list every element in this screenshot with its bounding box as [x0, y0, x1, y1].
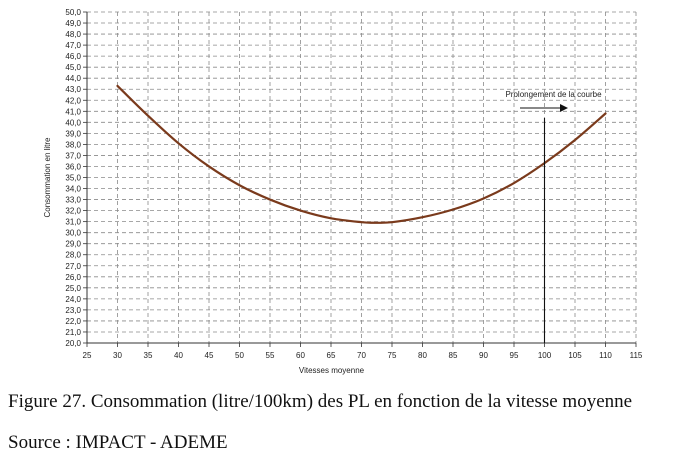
y-tick-label: 40,0 [65, 118, 81, 127]
x-tick-label: 55 [266, 351, 275, 360]
y-tick-label: 21,0 [65, 328, 81, 337]
x-tick-label: 40 [174, 351, 183, 360]
y-tick-label: 45,0 [65, 63, 81, 72]
x-tick-label: 90 [479, 351, 488, 360]
y-tick-label: 47,0 [65, 41, 81, 50]
y-axis-title: Consommation en litre [43, 137, 52, 218]
y-tick-label: 33,0 [65, 196, 81, 205]
axes [83, 11, 637, 347]
y-tick-label: 39,0 [65, 129, 81, 138]
x-tick-label: 25 [83, 351, 92, 360]
y-tick-label: 24,0 [65, 295, 81, 304]
y-tick-label: 36,0 [65, 162, 81, 171]
y-tick-label: 35,0 [65, 174, 81, 183]
x-tick-label: 105 [568, 351, 582, 360]
x-tick-label: 30 [113, 351, 122, 360]
x-tick-label: 100 [538, 351, 552, 360]
y-tick-labels: 20,0 21,0 22,0 23,0 24,0 25,0 26,0 27,0 28,0 29,0… [65, 8, 81, 348]
x-tick-label: 115 [630, 351, 643, 360]
y-tick-label: 20,0 [65, 339, 81, 348]
y-tick-label: 42,0 [65, 96, 81, 105]
chart: 25 30 35 40 45 50 55 60 65 70 75 80 85 90 95 100 105 110 1… [43, 8, 643, 375]
y-tick-label: 32,0 [65, 207, 81, 216]
source-line: Source : IMPACT - ADEME [8, 432, 228, 453]
y-tick-label: 34,0 [65, 185, 81, 194]
annotation-label: Prolongement de la courbe [505, 90, 602, 99]
x-tick-label: 70 [357, 351, 366, 360]
x-tick-label: 60 [296, 351, 305, 360]
x-tick-label: 65 [327, 351, 336, 360]
x-tick-label: 45 [205, 351, 214, 360]
y-tick-label: 27,0 [65, 262, 81, 271]
y-tick-label: 37,0 [65, 151, 81, 160]
x-tick-label: 35 [144, 351, 153, 360]
y-tick-label: 30,0 [65, 229, 81, 238]
series-line-0 [116, 84, 607, 224]
x-axis-title: Vitesses moyenne [299, 366, 365, 375]
x-tick-label: 75 [388, 351, 397, 360]
y-tick-label: 23,0 [65, 306, 81, 315]
y-tick-label: 26,0 [65, 273, 81, 282]
y-tick-label: 49,0 [65, 19, 81, 28]
y-tick-label: 48,0 [65, 30, 81, 39]
series-layer [116, 84, 607, 224]
x-tick-labels: 25 30 35 40 45 50 55 60 65 70 75 80 85 90 95 100 105 110 1… [83, 351, 643, 360]
y-tick-label: 25,0 [65, 284, 81, 293]
y-tick-label: 38,0 [65, 140, 81, 149]
y-tick-label: 46,0 [65, 52, 81, 61]
y-tick-label: 43,0 [65, 85, 81, 94]
x-tick-label: 80 [418, 351, 427, 360]
x-tick-label: 110 [599, 351, 612, 360]
y-tick-label: 29,0 [65, 240, 81, 249]
y-tick-label: 22,0 [65, 317, 81, 326]
gridlines [87, 11, 637, 343]
y-tick-label: 41,0 [65, 107, 81, 116]
annotation-layer: Prolongement de la courbe [505, 90, 602, 343]
annotation-arrow-head [560, 104, 568, 112]
y-tick-label: 44,0 [65, 74, 81, 83]
y-tick-label: 31,0 [65, 218, 81, 227]
x-tick-label: 95 [510, 351, 519, 360]
y-tick-label: 28,0 [65, 251, 81, 260]
x-tick-label: 85 [449, 351, 458, 360]
x-tick-label: 50 [235, 351, 244, 360]
y-tick-label: 50,0 [65, 8, 81, 17]
figure-caption: Figure 27. Consommation (litre/100km) de… [8, 391, 633, 412]
